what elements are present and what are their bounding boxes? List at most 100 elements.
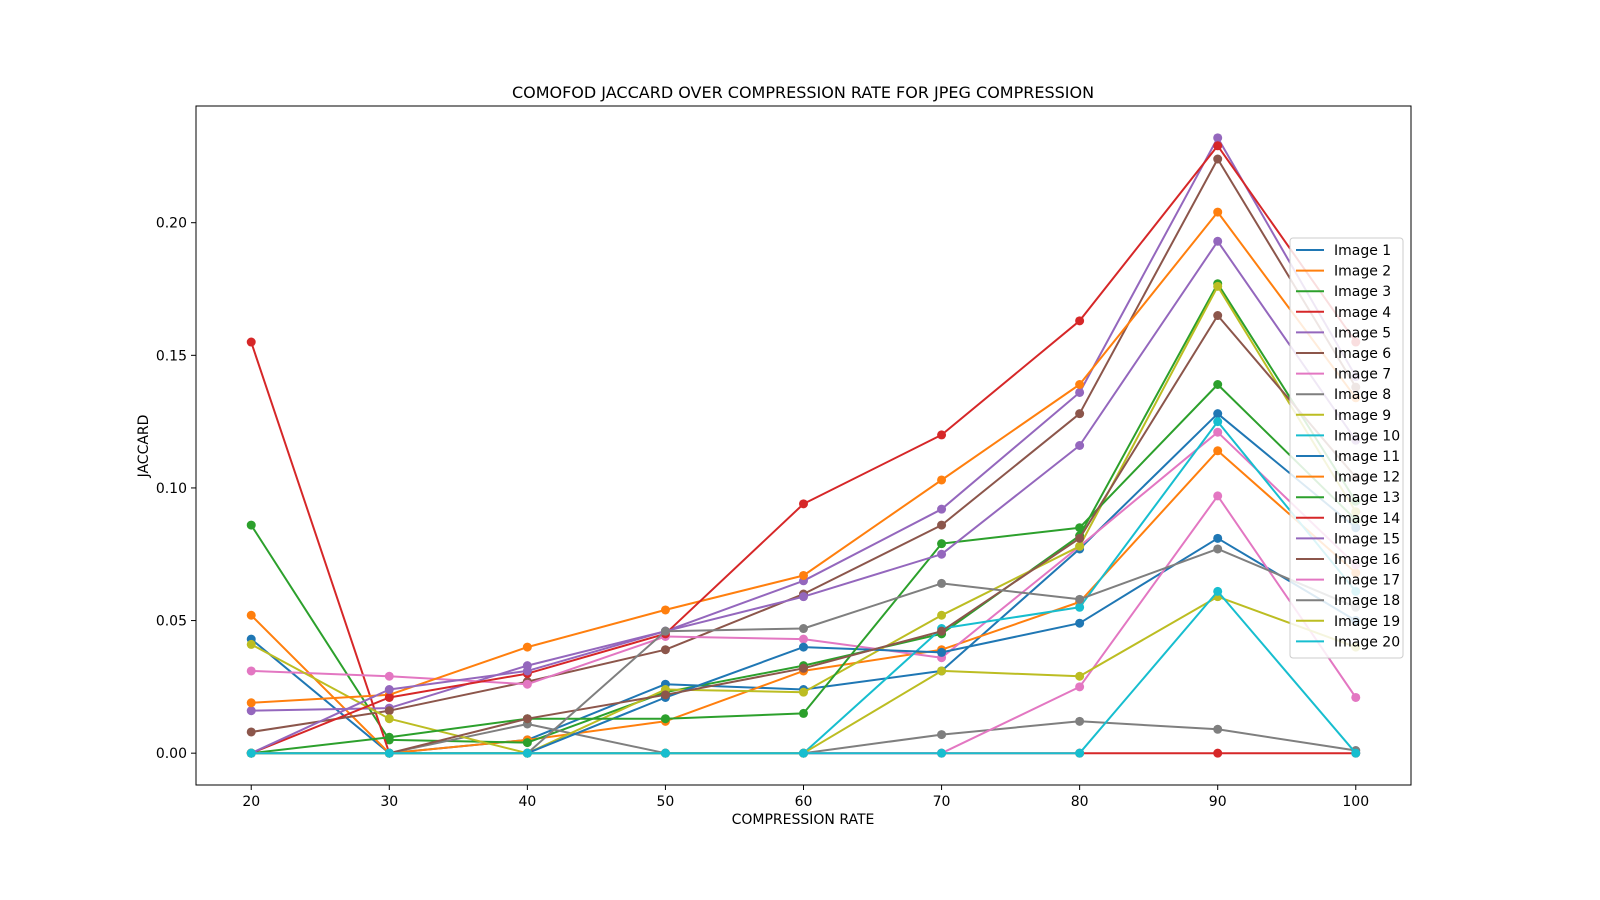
- y-axis-label: JACCARD: [136, 415, 152, 479]
- series-10: [246, 417, 1361, 758]
- data-point: [1213, 544, 1223, 554]
- data-point: [1075, 387, 1085, 397]
- y-tick-label: 0.20: [156, 216, 187, 232]
- legend-item: Image 2: [1296, 264, 1391, 280]
- data-point: [384, 748, 394, 758]
- legend-label: Image 15: [1334, 531, 1400, 547]
- data-point: [1213, 409, 1223, 419]
- data-point: [1075, 602, 1085, 612]
- legend-label: Image 1: [1334, 243, 1391, 259]
- data-point: [937, 666, 947, 676]
- data-point: [1213, 207, 1223, 217]
- data-point: [799, 663, 808, 673]
- legend-item: Image 6: [1296, 346, 1391, 362]
- data-point: [660, 645, 670, 655]
- data-point: [246, 610, 256, 620]
- data-point: [799, 708, 808, 718]
- legend-item: Image 5: [1296, 325, 1391, 341]
- data-point: [1075, 594, 1085, 604]
- data-point: [1213, 491, 1223, 501]
- data-point: [660, 605, 670, 615]
- data-point: [937, 730, 947, 740]
- legend-item: Image 18: [1296, 593, 1400, 609]
- data-point: [937, 504, 947, 514]
- x-tick-label: 70: [933, 794, 951, 810]
- data-point: [1075, 533, 1085, 543]
- data-point: [1351, 748, 1361, 758]
- x-tick-label: 30: [380, 794, 398, 810]
- data-point: [384, 692, 394, 702]
- legend-box: [1289, 237, 1404, 659]
- legend-item: Image 15: [1296, 531, 1400, 547]
- legend-label: Image 4: [1334, 305, 1391, 321]
- legend-label: Image 10: [1334, 428, 1400, 444]
- data-point: [522, 642, 532, 652]
- data-point: [522, 738, 532, 748]
- data-point: [246, 639, 256, 649]
- data-point: [937, 475, 947, 485]
- data-point: [1075, 716, 1085, 726]
- data-point: [1351, 692, 1361, 702]
- series-line: [250, 285, 1357, 755]
- data-point: [1075, 618, 1085, 628]
- x-tick-label: 100: [1342, 794, 1369, 810]
- series-line: [251, 420, 1357, 755]
- data-point: [660, 626, 670, 636]
- legend-item: Image 10: [1296, 428, 1400, 444]
- legend-label: Image 19: [1334, 614, 1400, 630]
- data-point: [246, 520, 256, 530]
- data-point: [937, 549, 947, 559]
- data-point: [522, 714, 532, 724]
- legend-item: Image 7: [1296, 367, 1391, 383]
- legend-label: Image 8: [1334, 387, 1391, 403]
- data-point: [384, 671, 394, 681]
- y-axis: 0.00 0.05 0.10 0.15 0.20: [156, 216, 196, 762]
- data-point: [1075, 541, 1085, 551]
- data-point: [1213, 379, 1223, 389]
- data-point: [660, 748, 670, 758]
- legend-item: Image 17: [1296, 573, 1400, 589]
- series-20: [246, 586, 1361, 758]
- data-point: [1213, 281, 1223, 291]
- data-point: [937, 647, 947, 657]
- legend-label: Image 18: [1334, 593, 1400, 609]
- legend-label: Image 17: [1334, 573, 1400, 589]
- plot-area: [246, 133, 1361, 758]
- data-point: [799, 687, 808, 697]
- data-point: [1213, 724, 1223, 734]
- data-point: [937, 539, 947, 549]
- legend-label: Image 12: [1334, 470, 1400, 486]
- data-point: [799, 748, 808, 758]
- data-point: [522, 679, 532, 689]
- data-point: [937, 520, 947, 530]
- legend-item: Image 9: [1296, 408, 1391, 424]
- legend-item: Image 20: [1296, 634, 1400, 650]
- data-point: [937, 430, 947, 440]
- data-point: [799, 570, 808, 580]
- data-point: [384, 706, 394, 716]
- data-point: [1213, 427, 1223, 437]
- x-tick-label: 40: [518, 794, 536, 810]
- data-point: [1075, 682, 1085, 692]
- data-point: [1213, 417, 1223, 427]
- data-point: [1213, 133, 1223, 143]
- x-tick-label: 90: [1209, 794, 1227, 810]
- legend-label: Image 20: [1334, 634, 1400, 650]
- chart-title: COMOFOD JACCARD OVER COMPRESSION RATE FO…: [512, 83, 1094, 102]
- y-tick-label: 0.05: [156, 614, 187, 630]
- y-tick-label: 0.15: [156, 348, 187, 364]
- data-point: [799, 634, 808, 644]
- data-point: [799, 642, 808, 652]
- data-point: [1213, 748, 1223, 758]
- series-line: [250, 449, 1357, 755]
- data-point: [660, 690, 670, 700]
- data-point: [1213, 533, 1223, 543]
- y-tick-label: 0.00: [156, 746, 187, 762]
- x-axis: 20 30 40 50 60 70 80 90 100: [242, 785, 1369, 810]
- data-point: [799, 624, 808, 634]
- legend-item: Image 12: [1296, 470, 1400, 486]
- y-tick-label: 0.10: [156, 481, 187, 497]
- data-point: [1075, 523, 1085, 533]
- data-point: [246, 698, 256, 708]
